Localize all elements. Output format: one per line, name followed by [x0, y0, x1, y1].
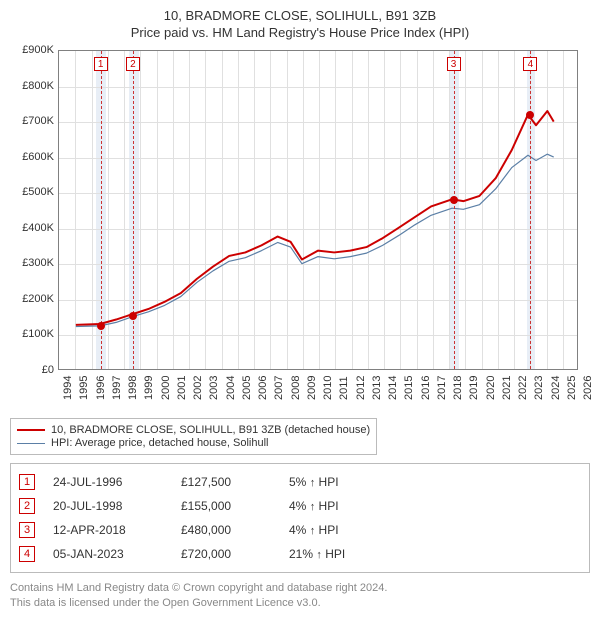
title-line2: Price paid vs. HM Land Registry's House …	[10, 25, 590, 40]
x-tick-label: 1995	[78, 376, 90, 400]
price-chart: £0 £100K £200K £300K £400K £500K £600K £700K £80…	[10, 46, 590, 416]
tx-date: 12-APR-2018	[53, 523, 163, 537]
legend-item: HPI: Average price, detached house, Soli…	[17, 437, 370, 449]
tx-pct: 5% ↑ HPI	[289, 475, 409, 489]
chart-legend: 10, BRADMORE CLOSE, SOLIHULL, B91 3ZB (d…	[10, 418, 377, 455]
x-tick-label: 2012	[355, 376, 367, 400]
x-tick-label: 2016	[420, 376, 432, 400]
x-tick-label: 2023	[533, 376, 545, 400]
table-row: 3 12-APR-2018 £480,000 4% ↑ HPI	[19, 518, 581, 542]
x-tick-label: 2014	[387, 376, 399, 400]
tx-number-box: 4	[19, 546, 35, 562]
table-row: 2 20-JUL-1998 £155,000 4% ↑ HPI	[19, 494, 581, 518]
tx-pct: 4% ↑ HPI	[289, 523, 409, 537]
transaction-point	[129, 312, 137, 320]
x-tick-label: 2007	[273, 376, 285, 400]
y-tick-label: £300K	[22, 257, 54, 269]
title-line1: 10, BRADMORE CLOSE, SOLIHULL, B91 3ZB	[10, 8, 590, 23]
x-tick-label: 2019	[468, 376, 480, 400]
x-tick-label: 2018	[452, 376, 464, 400]
chart-lines-svg	[59, 51, 577, 369]
x-tick-label: 2020	[485, 376, 497, 400]
x-tick-label: 1997	[111, 376, 123, 400]
y-tick-label: £400K	[22, 222, 54, 234]
x-tick-label: 2024	[550, 376, 562, 400]
tx-number-box: 3	[19, 522, 35, 538]
x-tick-label: 2021	[501, 376, 513, 400]
transaction-point	[450, 196, 458, 204]
transaction-dash	[133, 51, 134, 369]
x-tick-label: 2004	[225, 376, 237, 400]
series-hpi	[76, 154, 554, 326]
legend-swatch	[17, 429, 45, 431]
chart-plot-area: 1 2 3 4	[58, 50, 578, 370]
legend-label: HPI: Average price, detached house, Soli…	[51, 437, 269, 449]
legend-item: 10, BRADMORE CLOSE, SOLIHULL, B91 3ZB (d…	[17, 424, 370, 436]
y-axis: £0£100K£200K£300K£400K£500K£600K£700K£80…	[10, 50, 56, 370]
x-tick-label: 1998	[127, 376, 139, 400]
x-tick-label: 2005	[241, 376, 253, 400]
x-tick-label: 2003	[208, 376, 220, 400]
x-tick-label: 1994	[62, 376, 74, 400]
x-tick-label: 2006	[257, 376, 269, 400]
y-tick-label: £700K	[22, 115, 54, 127]
x-tick-label: 2002	[192, 376, 204, 400]
transactions-table: 1 24-JUL-1996 £127,500 5% ↑ HPI 2 20-JUL-1998…	[10, 463, 590, 573]
series-subject	[76, 111, 554, 325]
x-tick-label: 2015	[403, 376, 415, 400]
transaction-dash	[530, 51, 531, 369]
x-tick-label: 2017	[436, 376, 448, 400]
x-tick-label: 2025	[566, 376, 578, 400]
y-tick-label: £200K	[22, 293, 54, 305]
y-tick-label: £600K	[22, 151, 54, 163]
tx-number-box: 2	[19, 498, 35, 514]
transaction-marker-box: 4	[523, 57, 537, 71]
footer-attribution: Contains HM Land Registry data © Crown c…	[10, 581, 590, 611]
tx-pct: 4% ↑ HPI	[289, 499, 409, 513]
y-tick-label: £0	[42, 364, 54, 376]
x-tick-label: 2008	[290, 376, 302, 400]
legend-swatch	[17, 443, 45, 444]
x-tick-label: 2009	[306, 376, 318, 400]
x-tick-label: 2013	[371, 376, 383, 400]
footer-line2: This data is licensed under the Open Gov…	[10, 596, 590, 611]
x-tick-label: 2026	[582, 376, 594, 400]
tx-number-box: 1	[19, 474, 35, 490]
transaction-marker-box: 1	[94, 57, 108, 71]
tx-price: £720,000	[181, 547, 271, 561]
x-tick-label: 1996	[95, 376, 107, 400]
x-axis: 1994 1995 1996 1997 1998 1999 2000 2001 2002 2003…	[58, 372, 578, 412]
footer-line1: Contains HM Land Registry data © Crown c…	[10, 581, 590, 596]
tx-date: 24-JUL-1996	[53, 475, 163, 489]
y-tick-label: £500K	[22, 186, 54, 198]
table-row: 4 05-JAN-2023 £720,000 21% ↑ HPI	[19, 542, 581, 566]
x-tick-label: 2001	[176, 376, 188, 400]
tx-pct: 21% ↑ HPI	[289, 547, 409, 561]
tx-price: £127,500	[181, 475, 271, 489]
x-tick-label: 2022	[517, 376, 529, 400]
y-tick-label: £900K	[22, 44, 54, 56]
x-tick-label: 2010	[322, 376, 334, 400]
y-tick-label: £100K	[22, 328, 54, 340]
transaction-point	[97, 322, 105, 330]
x-tick-label: 2011	[338, 376, 350, 400]
transaction-dash	[454, 51, 455, 369]
chart-title: 10, BRADMORE CLOSE, SOLIHULL, B91 3ZB Pr…	[10, 8, 590, 40]
x-tick-label: 2000	[160, 376, 172, 400]
transaction-marker-box: 3	[447, 57, 461, 71]
y-tick-label: £800K	[22, 80, 54, 92]
tx-date: 05-JAN-2023	[53, 547, 163, 561]
table-row: 1 24-JUL-1996 £127,500 5% ↑ HPI	[19, 470, 581, 494]
transaction-point	[526, 111, 534, 119]
legend-label: 10, BRADMORE CLOSE, SOLIHULL, B91 3ZB (d…	[51, 424, 370, 436]
transaction-marker-box: 2	[126, 57, 140, 71]
tx-price: £480,000	[181, 523, 271, 537]
x-tick-label: 1999	[143, 376, 155, 400]
tx-date: 20-JUL-1998	[53, 499, 163, 513]
tx-price: £155,000	[181, 499, 271, 513]
